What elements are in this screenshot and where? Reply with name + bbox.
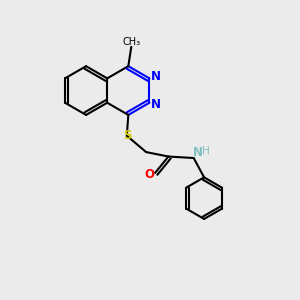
Text: N: N <box>151 98 161 111</box>
Text: S: S <box>123 129 131 142</box>
Text: CH₃: CH₃ <box>122 37 140 46</box>
Text: N: N <box>151 70 161 83</box>
Text: H: H <box>202 146 210 157</box>
Text: N: N <box>193 146 202 159</box>
Text: O: O <box>145 168 155 181</box>
